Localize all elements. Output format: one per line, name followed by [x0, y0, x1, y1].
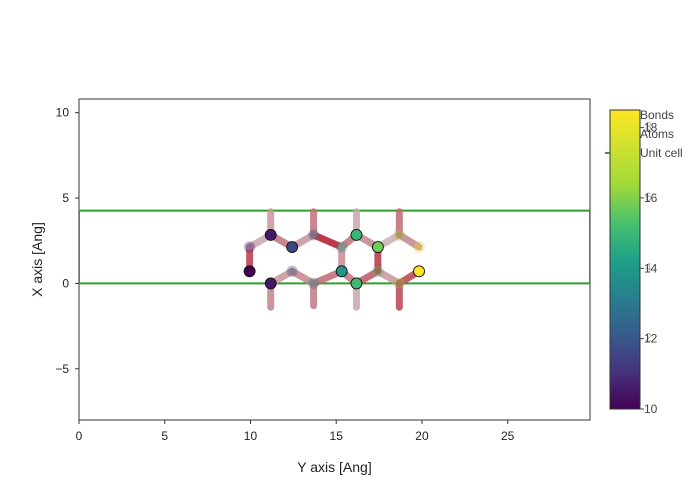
legend-entry[interactable]: Bonds [640, 108, 674, 122]
legend-entry[interactable]: Unit cell [640, 146, 683, 160]
atoms-layer [243, 228, 425, 290]
bond-segment [288, 267, 318, 287]
ghost-atom-marker [307, 228, 320, 241]
plot-area [78, 98, 591, 421]
y-tick-label: 10 [56, 106, 70, 120]
atom-marker [371, 241, 384, 253]
bond-segment [395, 231, 423, 251]
plot-content [79, 208, 590, 311]
atom-marker [264, 228, 277, 241]
x-tick-label: 20 [415, 429, 429, 443]
bond-segment [374, 267, 403, 287]
unit-cell-layer [79, 209, 590, 285]
legend: Bonds Atoms Unit cell [640, 108, 683, 160]
ghost-atom-marker [335, 241, 348, 254]
colorbar-tick-label: 12 [644, 332, 658, 346]
ghost-atom-marker [371, 265, 384, 278]
legend-entry[interactable]: Atoms [640, 127, 674, 141]
colorbar-ghost-tick-label: 2 [645, 331, 652, 345]
atom-marker [335, 265, 348, 278]
atom-marker [286, 241, 299, 253]
atom-marker [243, 265, 256, 278]
colorbar-ghost-tick-label: 4 [645, 260, 652, 274]
x-tick-label: 0 [76, 429, 83, 443]
atom-marker [350, 228, 363, 241]
ghost-atom-marker [393, 228, 406, 241]
colorbar: 10 12 14 16 18 2 4 6 8 [605, 109, 658, 416]
atom-marker [350, 277, 363, 290]
colorbar-gradient [609, 109, 641, 410]
x-tick-label: 25 [501, 429, 515, 443]
y-tick-label: −5 [55, 362, 69, 376]
atom-marker [413, 265, 425, 278]
atom-marker [264, 277, 277, 290]
ghost-atoms-layer [243, 228, 426, 290]
x-axis-label: Y axis [Ang] [297, 459, 371, 475]
y-tick-label: 0 [62, 276, 69, 290]
colorbar-tick-label: 10 [644, 402, 658, 416]
ghost-atom-marker [243, 241, 256, 254]
ghost-atom-marker [413, 241, 426, 254]
ghost-atom-marker [393, 277, 406, 290]
colorbar-tick-label: 16 [644, 191, 658, 205]
axis-ticks: 0 5 10 15 20 25 −5 0 5 10 [55, 106, 514, 443]
colorbar-tick-label: 14 [644, 261, 658, 275]
colorbar-ghost-tick-label: 8 [645, 120, 652, 134]
x-tick-label: 5 [161, 429, 168, 443]
colorbar-tick-label: 18 [644, 121, 658, 135]
unit-cell-outline [79, 209, 590, 285]
x-tick-label: 15 [330, 429, 344, 443]
colorbar-ghost-tick-label: 6 [645, 190, 652, 204]
ghost-atom-marker [286, 265, 299, 278]
ghost-atom-marker [307, 277, 320, 290]
bond-segment [310, 231, 346, 251]
y-axis-label: X axis [Ang] [29, 222, 45, 297]
x-tick-label: 10 [244, 429, 258, 443]
y-tick-label: 5 [62, 191, 69, 205]
